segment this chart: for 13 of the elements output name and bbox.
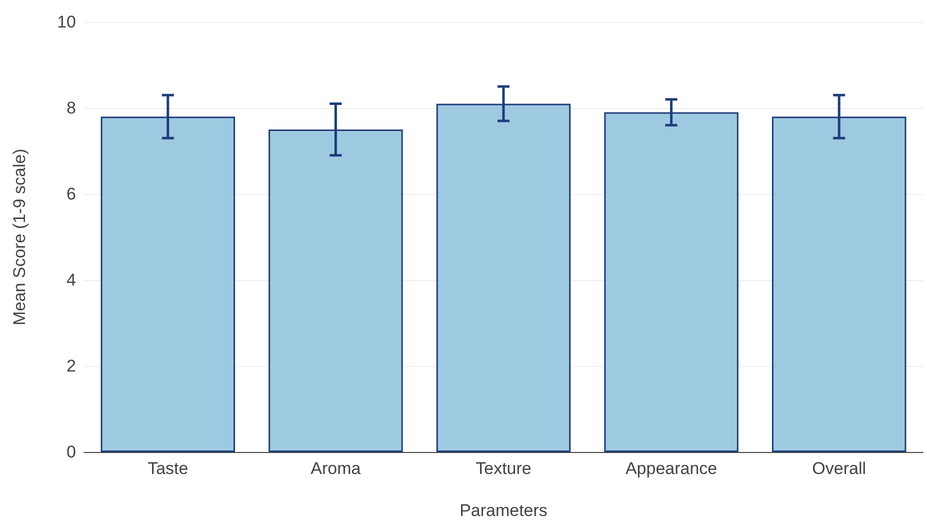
y-axis-title: Mean Score (1-9 scale) (10, 148, 29, 326)
x-tick-label: Aroma (310, 459, 362, 478)
y-tick-label: 2 (66, 356, 76, 376)
x-tick-label: Taste (148, 459, 188, 478)
x-tick-label: Overall (812, 459, 866, 478)
y-tick-label: 6 (66, 184, 76, 204)
y-tick-label: 8 (66, 98, 76, 118)
y-tick-label: 10 (57, 12, 76, 32)
y-tick-label: 0 (66, 442, 76, 462)
x-tick-label: Texture (476, 459, 532, 478)
y-tick-label: 4 (66, 270, 76, 290)
x-tick-label: Appearance (625, 459, 718, 478)
x-axis-title: Parameters (460, 501, 548, 520)
